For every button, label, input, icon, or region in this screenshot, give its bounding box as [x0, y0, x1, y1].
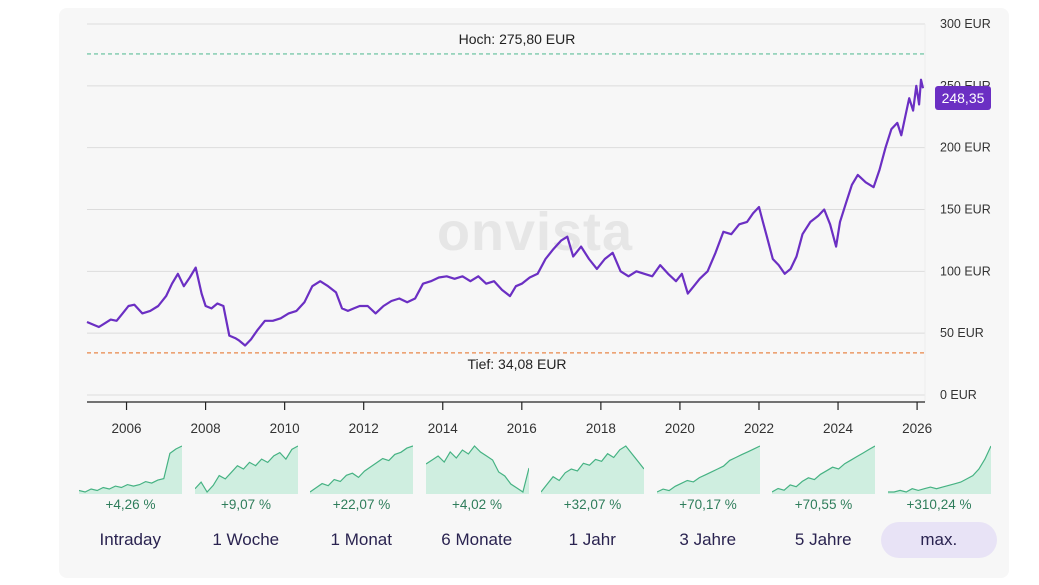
sparkline-chart	[79, 445, 182, 494]
tab-max[interactable]: max.	[880, 522, 997, 558]
sparkline-line	[310, 445, 413, 493]
timerange-tabs: Intraday 1 Woche 1 Monat 6 Monate 1 Jahr 3 Ja…	[78, 522, 1000, 558]
sparkline-line	[425, 445, 529, 493]
sparkline-line	[772, 445, 875, 493]
sparkline-card[interactable]: +4,02 %	[425, 444, 529, 519]
sparkline-line	[194, 445, 298, 493]
x-tick-label: 2016	[507, 421, 537, 436]
performance-percent: +310,24 %	[906, 497, 972, 512]
sparkline-line	[887, 445, 991, 493]
tab-1-jahr[interactable]: 1 Jahr	[568, 530, 616, 549]
sparkline-line	[656, 445, 760, 493]
tab-1-monat[interactable]: 1 Monat	[330, 530, 392, 549]
sparkline-chart	[887, 445, 991, 494]
low-label: Tief: 34,08 EUR	[467, 356, 566, 372]
y-tick-label: 0 EUR	[940, 388, 977, 402]
sparkline-card[interactable]: +70,17 %	[656, 444, 760, 519]
y-tick-label: 50 EUR	[940, 326, 984, 340]
last-price-badge: 248,35	[935, 86, 991, 110]
sparkline-area	[194, 446, 298, 494]
x-tick-label: 2010	[270, 421, 300, 436]
performance-percent: +32,07 %	[563, 497, 622, 512]
sparkline-chart	[310, 445, 413, 494]
sparkline-chart	[425, 445, 529, 494]
performance-percent: +70,17 %	[679, 497, 737, 512]
performance-sparklines: +4,26 % +9,07 % +22,07 % +4,02 % +32,07 % +70…	[78, 444, 1000, 519]
x-tick-label: 2020	[665, 421, 695, 436]
tab-3-jahre[interactable]: 3 Jahre	[679, 530, 737, 549]
tab-6-monate[interactable]: 6 Monate	[441, 530, 513, 549]
sparkline-card[interactable]: +9,07 %	[194, 444, 298, 519]
y-tick-label: 200 EUR	[940, 141, 991, 155]
sparkline-card[interactable]: +32,07 %	[541, 444, 644, 519]
x-tick-label: 2006	[112, 421, 142, 436]
reference-lines: Hoch: 275,80 EUR Tief: 34,08 EUR	[87, 31, 925, 372]
sparkline-card[interactable]: +310,24 %	[887, 444, 991, 519]
gridlines	[87, 23, 926, 402]
y-tick-label: 300 EUR	[940, 17, 991, 31]
sparkline-chart	[772, 445, 875, 494]
x-tick-label: 2008	[191, 421, 221, 436]
sparkline-card[interactable]: +4,26 %	[79, 444, 182, 519]
price-line-layer	[86, 78, 925, 347]
x-tick-label: 2018	[586, 421, 616, 436]
price-line[interactable]	[86, 78, 925, 347]
sparkline-area	[656, 446, 760, 494]
performance-percent: +4,02 %	[452, 497, 502, 512]
sparkline-area	[772, 446, 875, 494]
x-tick-label: 2026	[902, 421, 932, 436]
sparkline-chart	[194, 445, 298, 494]
sparkline-area	[79, 446, 182, 494]
tab-intraday[interactable]: Intraday	[99, 530, 161, 549]
performance-percent: +22,07 %	[332, 497, 391, 512]
sparkline-chart	[656, 445, 760, 494]
sparkline-card[interactable]: +70,55 %	[772, 444, 875, 519]
sparkline-area	[887, 446, 991, 494]
x-tick-label: 2012	[349, 421, 379, 436]
tab-1-woche[interactable]: 1 Woche	[212, 530, 280, 549]
x-tick-label: 2024	[823, 421, 854, 436]
watermark-logo: onvista	[437, 202, 633, 262]
performance-percent: +70,55 %	[794, 497, 853, 512]
sparkline-area	[310, 446, 413, 494]
sparkline-line	[541, 445, 644, 493]
performance-percent: +9,07 %	[221, 497, 271, 512]
y-tick-label: 150 EUR	[940, 203, 991, 217]
sparkline-card[interactable]: +22,07 %	[310, 444, 413, 519]
x-tick-label: 2014	[428, 421, 459, 436]
sparkline-area	[425, 446, 529, 494]
sparkline-chart	[541, 445, 644, 494]
sparkline-line	[79, 445, 182, 493]
x-tick-label: 2022	[744, 421, 774, 436]
high-label: Hoch: 275,80 EUR	[459, 31, 576, 47]
tab-5-jahre[interactable]: 5 Jahre	[794, 530, 852, 549]
y-tick-label: 100 EUR	[940, 264, 991, 278]
sparkline-area	[541, 446, 644, 494]
performance-percent: +4,26 %	[105, 497, 156, 512]
